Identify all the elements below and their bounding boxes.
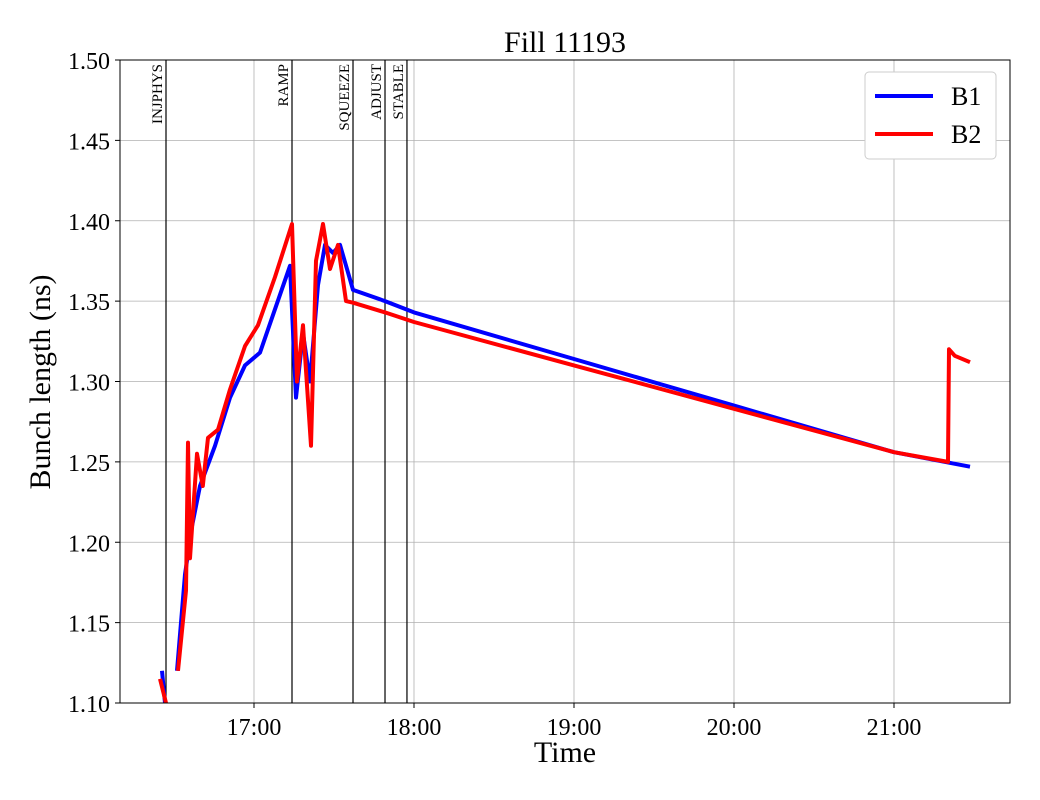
y-tick-label: 1.20	[68, 531, 110, 557]
chart-title: Fill 11193	[504, 26, 626, 59]
y-tick-label: 1.50	[68, 49, 110, 75]
series-line	[158, 222, 971, 703]
phase-label: RAMP	[276, 64, 292, 107]
y-tick-label: 1.30	[68, 371, 110, 397]
x-tick-label: 19:00	[547, 715, 602, 741]
y-tick-label: 1.40	[68, 210, 110, 236]
x-tick-label: 21:00	[867, 715, 922, 741]
x-tick-label: 18:00	[387, 715, 442, 741]
y-tick-label: 1.45	[68, 129, 110, 155]
legend-label: B1	[951, 82, 981, 111]
phase-label: INJPHYS	[150, 64, 166, 124]
legend-label: B2	[951, 120, 981, 149]
x-axis-label: Time	[534, 736, 596, 769]
phase-label: ADJUST	[369, 64, 385, 120]
phase-label: SQUEEZE	[337, 64, 353, 131]
y-axis-label: Bunch length (ns)	[24, 275, 57, 490]
y-tick-label: 1.25	[68, 451, 110, 477]
y-tick-label: 1.35	[68, 290, 110, 316]
series-line	[160, 242, 971, 703]
x-tick-label: 17:00	[227, 715, 282, 741]
y-tick-label: 1.15	[68, 612, 110, 638]
y-tick-label: 1.10	[68, 692, 110, 718]
plot-frame	[119, 59, 1011, 704]
legend-box	[864, 71, 997, 160]
x-tick-label: 20:00	[707, 715, 762, 741]
phase-label: STABLE	[391, 64, 407, 119]
